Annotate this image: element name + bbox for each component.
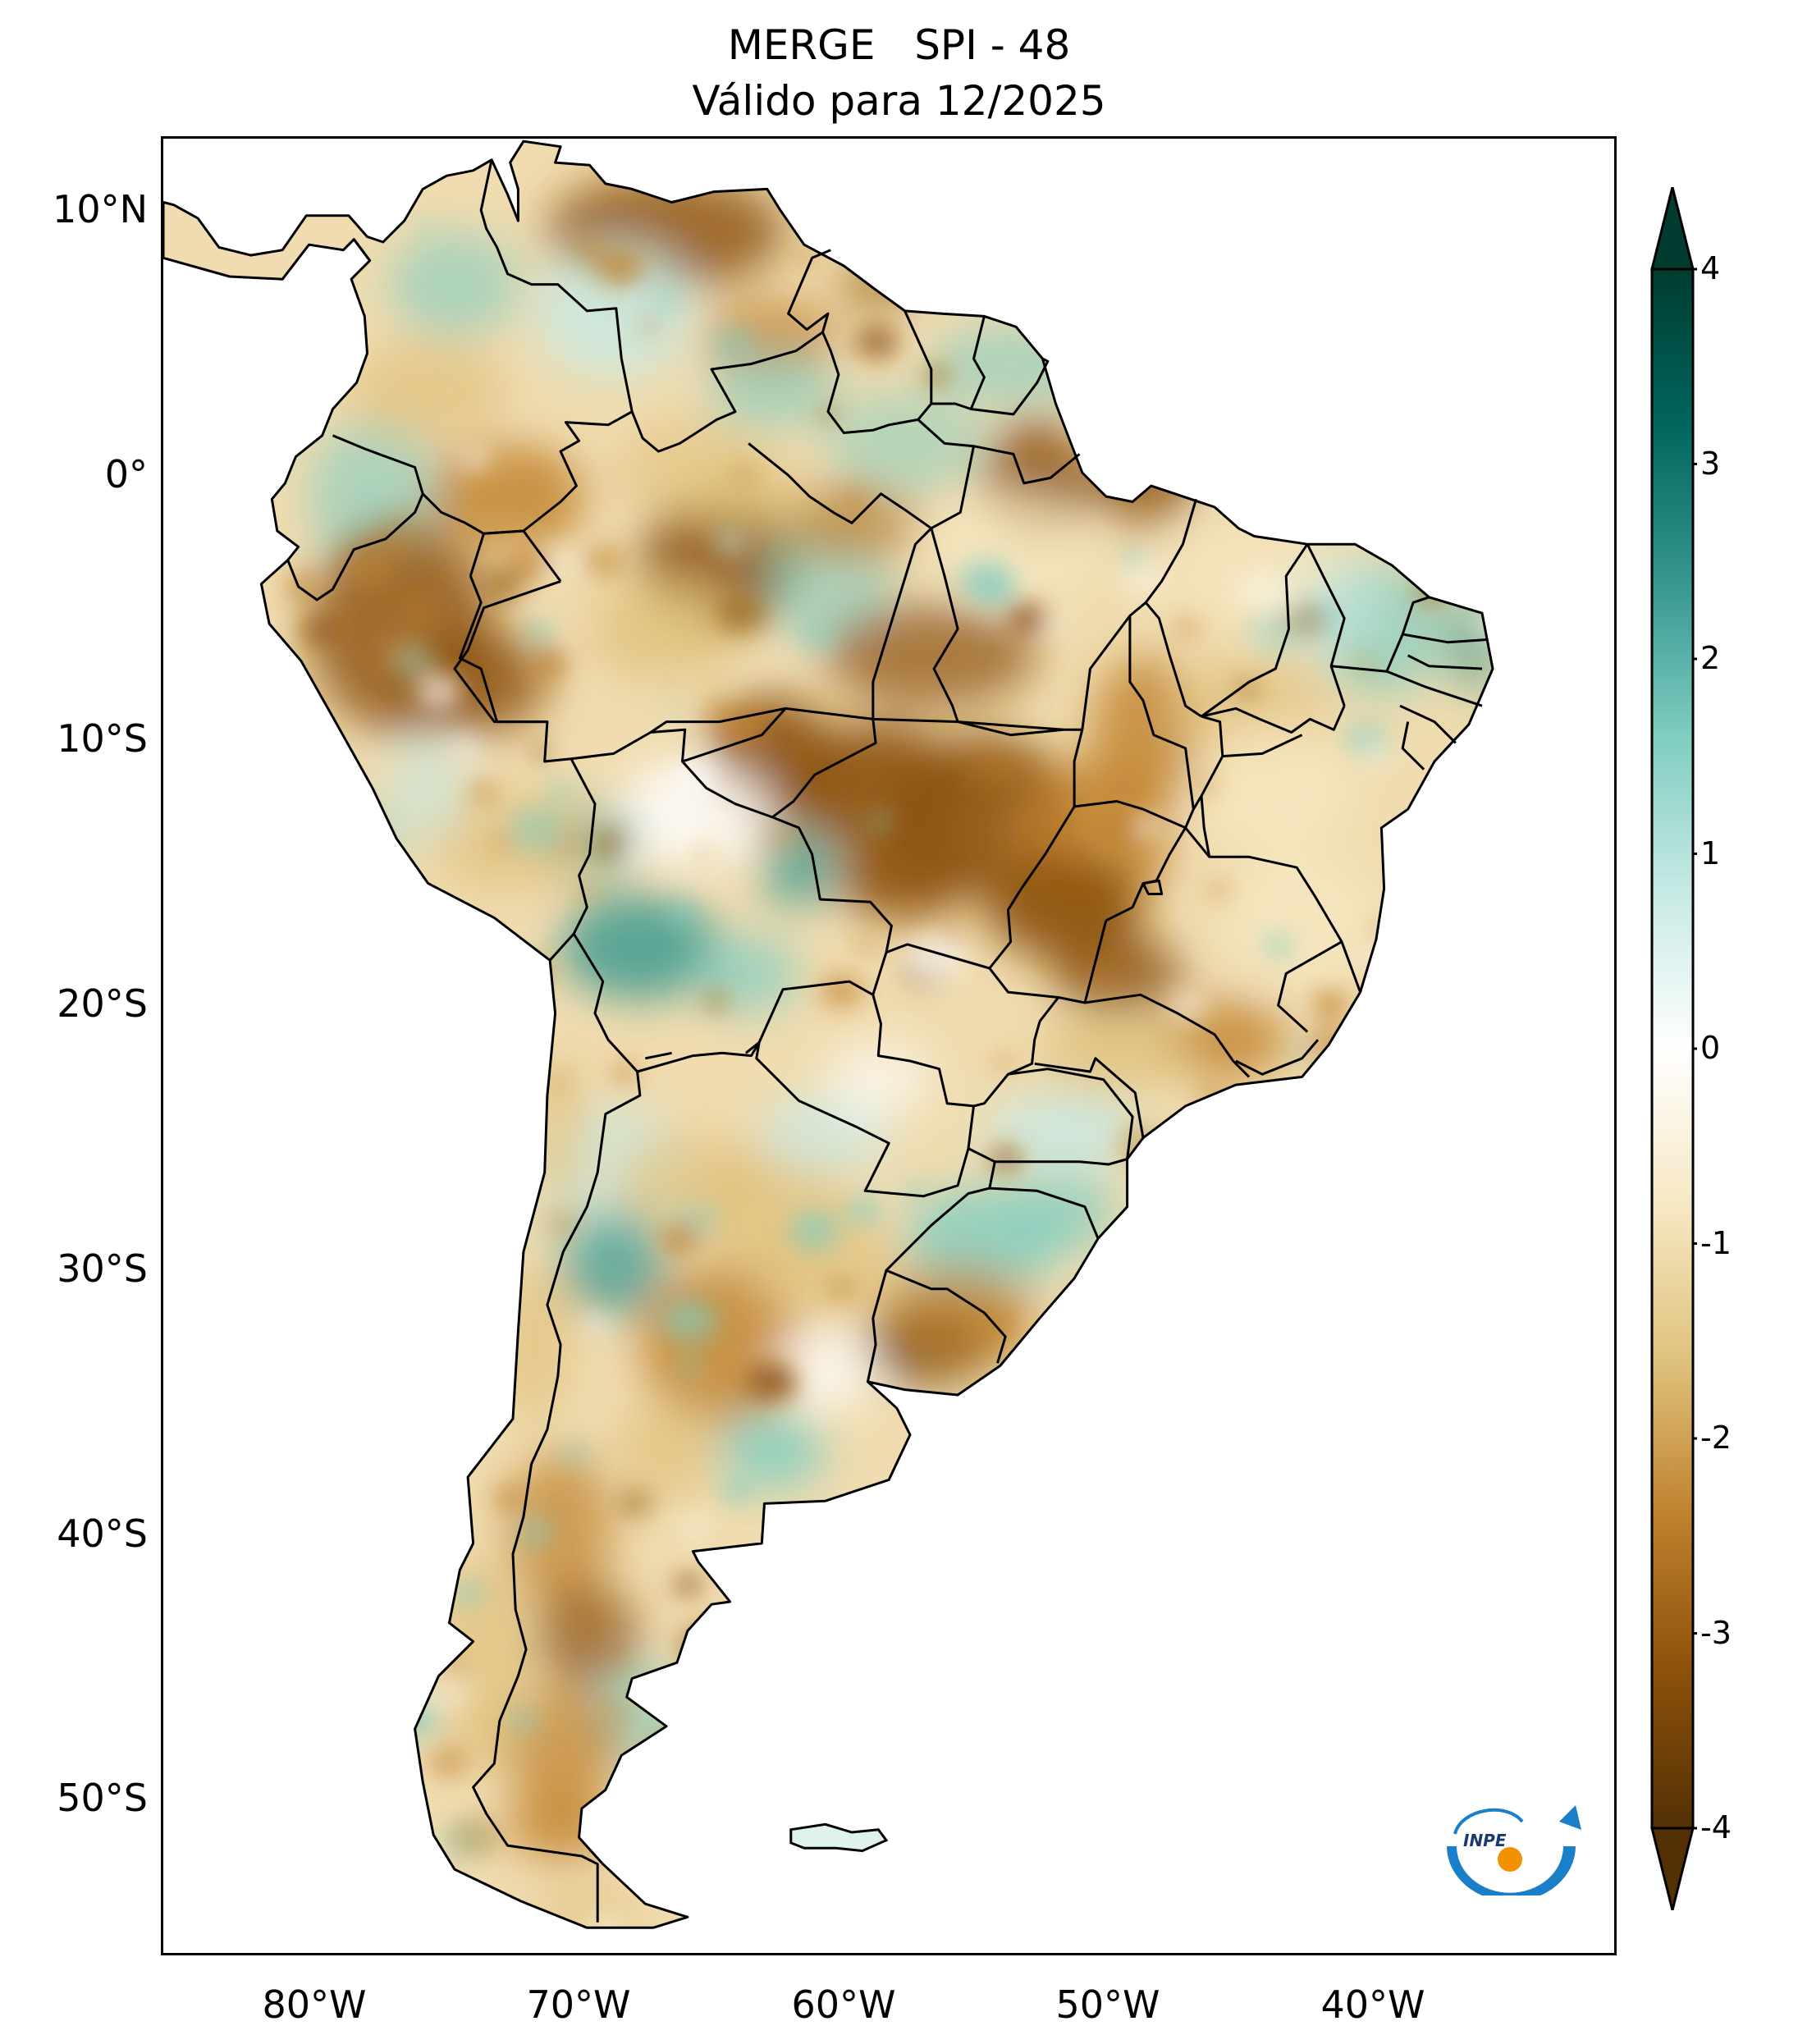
border-line bbox=[1235, 1039, 1320, 1076]
map-frame bbox=[161, 136, 1617, 1955]
colorbar-tick-label: 3 bbox=[1700, 446, 1721, 482]
border-line bbox=[1034, 1057, 1145, 1138]
border-line bbox=[973, 445, 1081, 485]
border-line bbox=[748, 442, 933, 720]
border-line bbox=[645, 1051, 672, 1060]
border-line bbox=[995, 1158, 1128, 1166]
border-line bbox=[1407, 654, 1483, 670]
colorbar-tick-label: 4 bbox=[1700, 250, 1721, 286]
border-line bbox=[453, 579, 597, 962]
border-line bbox=[469, 249, 831, 577]
border-line bbox=[1306, 543, 1346, 706]
logo-swoosh bbox=[1447, 1846, 1576, 1895]
colorbar-tick-label: -2 bbox=[1700, 1420, 1732, 1456]
border-line bbox=[1200, 715, 1224, 857]
border-line bbox=[931, 316, 986, 410]
border-line bbox=[570, 728, 893, 1073]
border-line bbox=[989, 1187, 1100, 1239]
inpe-logo: INPE bbox=[1447, 1805, 1581, 1895]
border-line bbox=[1073, 800, 1187, 830]
latitude-label-0: 0° bbox=[104, 452, 148, 496]
border-line bbox=[1084, 993, 1251, 1078]
latitude-label-20s: 20°S bbox=[57, 981, 148, 1026]
falkland-islands bbox=[789, 1822, 889, 1853]
border-line bbox=[771, 719, 877, 819]
border-line bbox=[1222, 734, 1303, 758]
border-line bbox=[755, 994, 975, 1198]
map-title-line2: Válido para 12/2025 bbox=[692, 77, 1106, 125]
country-state-borders bbox=[286, 159, 1488, 1923]
border-line bbox=[930, 528, 959, 723]
border-line bbox=[1399, 704, 1457, 744]
longitude-label-80w: 80°W bbox=[262, 1982, 367, 2027]
logo-dot bbox=[1498, 1847, 1522, 1872]
border-line bbox=[866, 1269, 1007, 1383]
colorbar-ticks bbox=[1693, 268, 1697, 1830]
border-line bbox=[885, 943, 991, 970]
border-line bbox=[682, 707, 787, 763]
latitude-label-50s: 50°S bbox=[57, 1776, 148, 1820]
border-line bbox=[1192, 795, 1203, 810]
border-line bbox=[1105, 615, 1195, 922]
colorbar bbox=[1650, 187, 1697, 1910]
colorbar-tick-label: 0 bbox=[1700, 1030, 1721, 1066]
logo-text: INPE bbox=[1463, 1831, 1507, 1850]
map-title: MERGE SPI - 48 bbox=[0, 25, 1798, 66]
spi-map bbox=[163, 139, 1494, 1929]
longitude-label-50w: 50°W bbox=[1055, 1982, 1160, 2027]
border-line bbox=[1385, 596, 1430, 672]
border-line bbox=[1201, 705, 1346, 734]
longitude-label-40w: 40°W bbox=[1320, 1982, 1425, 2027]
border-line bbox=[479, 159, 634, 412]
border-line bbox=[1402, 633, 1488, 644]
colorbar-tick-label: -4 bbox=[1700, 1809, 1732, 1845]
border-line bbox=[1277, 940, 1362, 1033]
colorbar-extend-lower bbox=[1650, 1827, 1695, 1910]
colorbar-tick-label: 2 bbox=[1700, 640, 1721, 676]
border-line bbox=[988, 729, 1108, 1004]
colorbar-extend-upper bbox=[1650, 187, 1695, 271]
colorbar-tick-label: -3 bbox=[1700, 1615, 1732, 1651]
border-line bbox=[458, 575, 547, 724]
latitude-label-30s: 30°S bbox=[57, 1246, 148, 1291]
border-line bbox=[1184, 826, 1343, 943]
border-line bbox=[973, 996, 1059, 1108]
map-subtitle: Válido para 12/2025 bbox=[0, 80, 1798, 121]
latitude-label-40s: 40°S bbox=[57, 1511, 148, 1556]
border-line bbox=[1141, 879, 1164, 895]
border-line bbox=[286, 493, 424, 601]
latitude-label-10n: 10°N bbox=[53, 187, 148, 231]
border-line bbox=[821, 310, 933, 434]
colorbar-scale bbox=[1650, 268, 1695, 1830]
border-line bbox=[957, 720, 1064, 737]
border-line bbox=[1201, 543, 1309, 718]
border-line bbox=[971, 357, 1050, 416]
border-line bbox=[472, 933, 642, 1923]
colorbar-tick-label: -1 bbox=[1700, 1225, 1732, 1261]
longitude-label-70w: 70°W bbox=[526, 1982, 631, 2027]
border-line bbox=[649, 706, 1082, 734]
latitude-label-10s: 10°S bbox=[57, 716, 148, 761]
border-line bbox=[353, 238, 371, 262]
longitude-label-60w: 60°W bbox=[791, 1982, 896, 2027]
border-line bbox=[1401, 721, 1425, 771]
border-line bbox=[885, 1147, 996, 1272]
border-line bbox=[1145, 601, 1202, 718]
coastline bbox=[163, 139, 1494, 1929]
map-title-line1: MERGE SPI - 48 bbox=[727, 21, 1071, 69]
border-line bbox=[1008, 1068, 1134, 1159]
colorbar-tick-label: 1 bbox=[1700, 835, 1721, 871]
border-line bbox=[744, 1041, 761, 1054]
border-line bbox=[1330, 665, 1483, 707]
